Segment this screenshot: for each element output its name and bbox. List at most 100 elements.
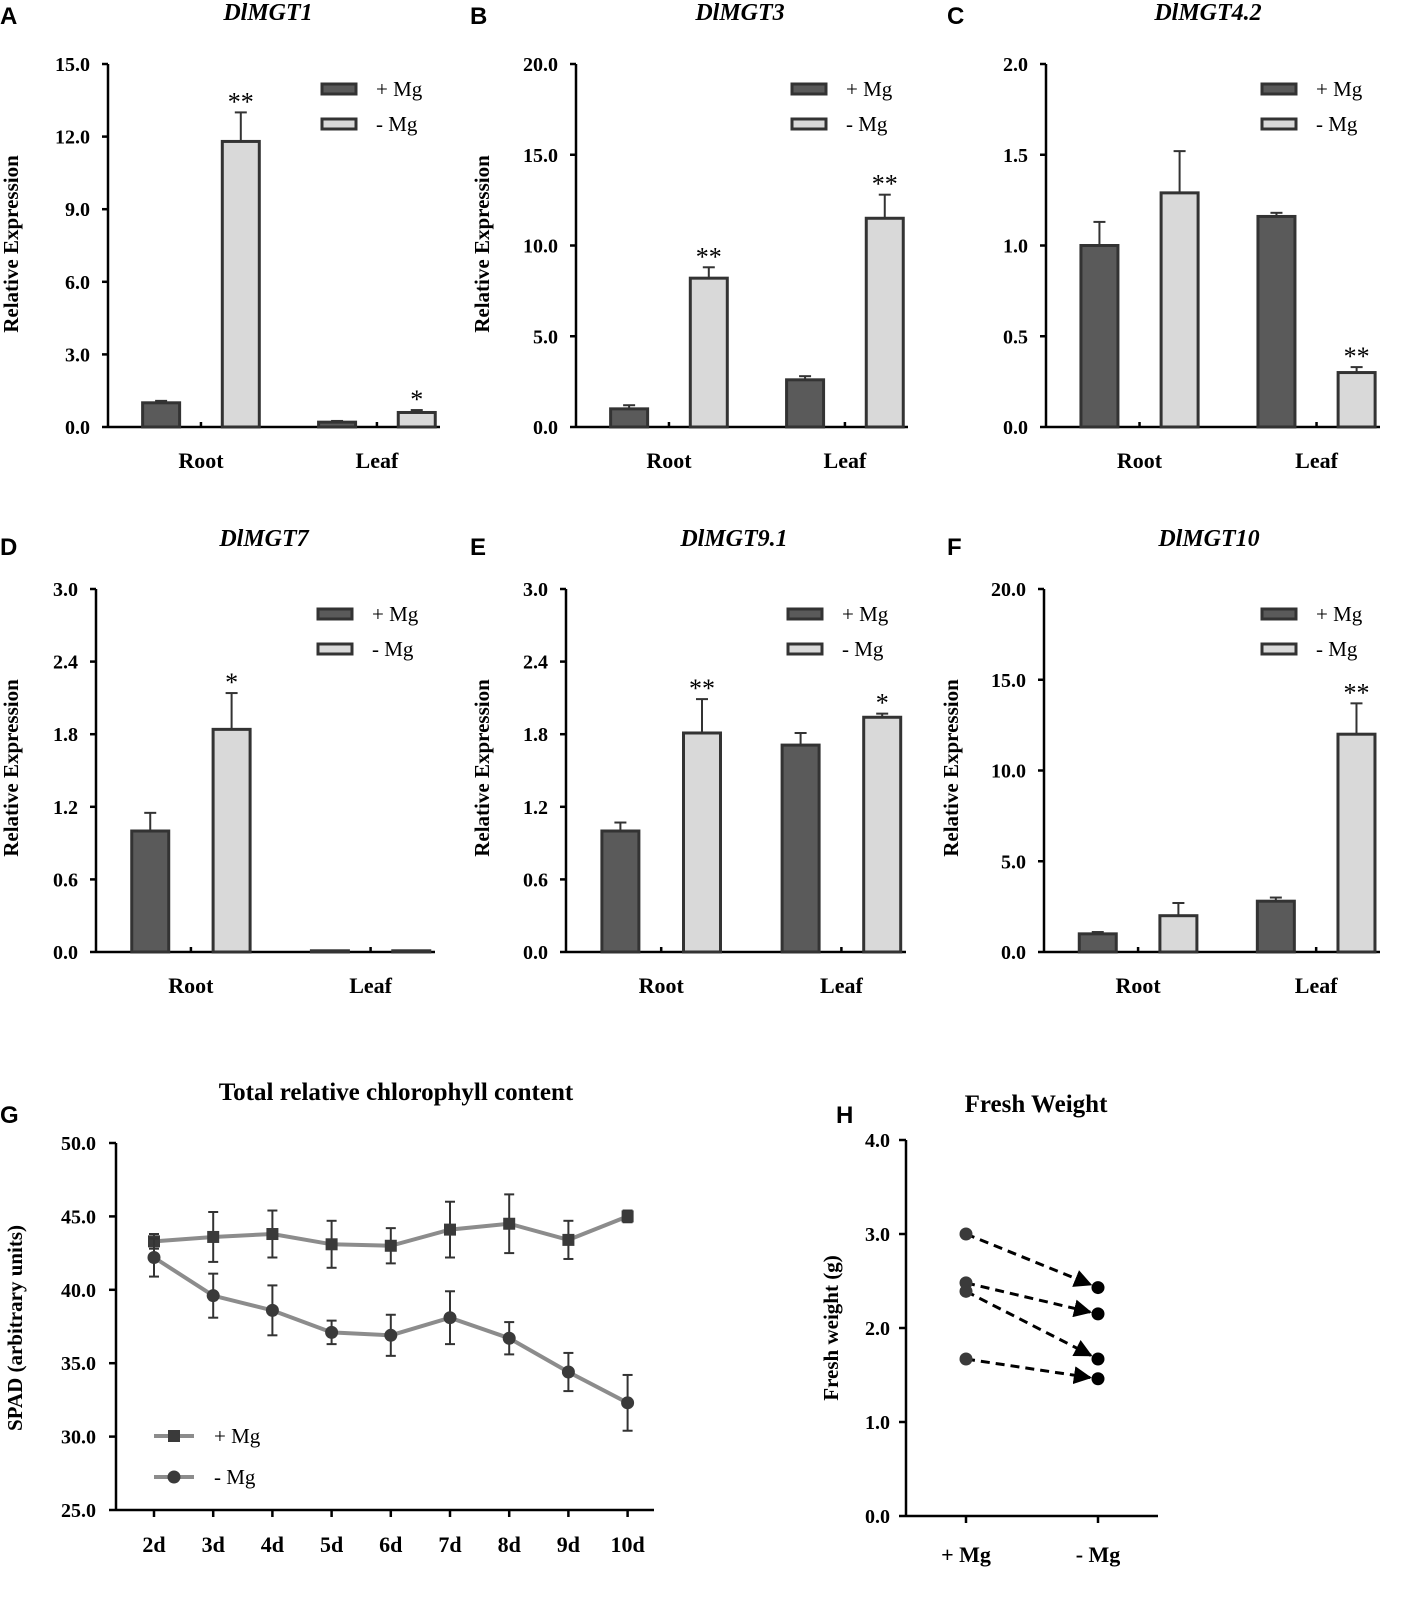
x-category-label: Leaf xyxy=(349,973,392,998)
y-tick-label: 40.0 xyxy=(61,1280,96,1302)
y-tick-label: 0.0 xyxy=(65,417,90,439)
chart-title: Total relative chlorophyll content xyxy=(219,1079,574,1106)
bar-minus-mg-leaf xyxy=(1336,371,1377,429)
data-point-minus-mg xyxy=(325,1325,339,1339)
y-tick-label: 2.4 xyxy=(53,652,78,674)
panel-letter: H xyxy=(836,1102,853,1129)
x-category-label: Root xyxy=(178,448,224,473)
y-tick-label: 0.0 xyxy=(523,942,548,964)
bar-minus-mg-leaf xyxy=(864,216,905,429)
legend-label: + Mg xyxy=(842,602,889,626)
x-tick-label: 6d xyxy=(379,1532,402,1557)
y-tick-label: 25.0 xyxy=(61,1500,96,1522)
y-tick-label: 1.0 xyxy=(1003,236,1028,258)
legend-label: + Mg xyxy=(1316,77,1363,101)
data-point-plus-mg xyxy=(503,1217,516,1230)
x-tick-label: 8d xyxy=(498,1532,521,1557)
y-axis-label: Relative Expression xyxy=(939,679,963,857)
bar-minus-mg-leaf xyxy=(396,410,437,429)
y-tick-label: 1.8 xyxy=(53,724,78,746)
data-point-plus-mg xyxy=(562,1233,575,1246)
significance-label: ** xyxy=(689,674,715,703)
bar-plus-mg-leaf xyxy=(317,420,358,429)
chart-title: DlMGT3 xyxy=(694,0,784,26)
legend-swatch-minus-mg xyxy=(1260,642,1298,656)
data-point-minus-mg xyxy=(1091,1352,1105,1366)
bar-minus-mg-leaf xyxy=(1336,732,1377,954)
legend-label: - Mg xyxy=(1316,112,1358,136)
y-tick-label: 1.5 xyxy=(1003,145,1028,167)
legend-swatch-minus-mg xyxy=(790,117,828,131)
legend-label: - Mg xyxy=(1316,637,1358,661)
y-axis-label: SPAD (arbitrary units) xyxy=(3,1225,27,1431)
y-axis-label: Relative Expression xyxy=(470,155,494,333)
panel-letter: B xyxy=(470,3,487,30)
y-tick-label: 1.2 xyxy=(523,797,548,819)
legend-swatch-plus-mg xyxy=(1260,607,1298,621)
y-tick-label: 5.0 xyxy=(533,326,558,348)
x-tick-label: - Mg xyxy=(1076,1542,1121,1567)
data-point-minus-mg xyxy=(384,1328,398,1342)
legend-label: - Mg xyxy=(846,112,888,136)
bar-plus-mg-leaf xyxy=(1256,214,1297,429)
significance-label: ** xyxy=(228,87,254,116)
x-tick-label: 5d xyxy=(320,1532,343,1557)
bar-plus-mg-root xyxy=(600,829,641,954)
x-category-label: Root xyxy=(639,973,685,998)
panel-letter: F xyxy=(947,534,962,561)
pair-arrow xyxy=(965,1281,1092,1318)
legend-label: - Mg xyxy=(842,637,884,661)
y-tick-label: 0.0 xyxy=(865,1506,890,1528)
bar-plus-mg-root xyxy=(141,401,182,429)
y-tick-label: 5.0 xyxy=(1001,851,1026,873)
data-point-minus-mg xyxy=(1091,1372,1105,1386)
y-tick-label: 0.0 xyxy=(53,942,78,964)
legend-label: + Mg xyxy=(372,602,419,626)
panel-e: E DlMGT9.1 Relative Expression 0.0 0.6 1.2 1.8… xyxy=(470,526,906,998)
y-tick-label: 3.0 xyxy=(523,579,548,601)
y-tick-label: 0.0 xyxy=(1003,417,1028,439)
pair-arrow xyxy=(965,1290,1093,1357)
legend-label: + Mg xyxy=(214,1424,261,1448)
bar-minus-mg-leaf xyxy=(862,715,903,954)
significance-label: * xyxy=(410,385,423,414)
x-category-label: Root xyxy=(1117,448,1163,473)
y-tick-label: 1.2 xyxy=(53,797,78,819)
data-point-minus-mg xyxy=(1091,1281,1105,1295)
data-point-plus-mg xyxy=(444,1223,456,1236)
y-tick-label: 0.5 xyxy=(1003,326,1028,348)
y-tick-label: 9.0 xyxy=(65,199,90,221)
y-tick-label: 1.8 xyxy=(523,724,548,746)
legend-swatch-plus-mg xyxy=(786,607,824,621)
data-point-minus-mg xyxy=(1091,1307,1105,1321)
significance-label: * xyxy=(876,689,889,718)
y-tick-label: 20.0 xyxy=(523,54,558,76)
data-point-minus-mg xyxy=(621,1396,635,1410)
y-axis-label: Relative Expression xyxy=(0,155,23,333)
significance-label: ** xyxy=(872,170,898,199)
y-tick-label: 10.0 xyxy=(523,236,558,258)
y-axis-label: Relative Expression xyxy=(0,679,23,857)
data-point-plus-mg xyxy=(959,1284,973,1298)
pair-arrow xyxy=(965,1232,1093,1287)
panel-letter: E xyxy=(470,534,486,561)
y-tick-label: 15.0 xyxy=(991,670,1026,692)
legend-swatch-plus-mg xyxy=(320,82,358,96)
y-tick-label: 2.0 xyxy=(865,1318,890,1340)
y-tick-label: 3.0 xyxy=(865,1224,890,1246)
legend-marker-square xyxy=(168,1430,180,1442)
data-point-plus-mg xyxy=(266,1228,279,1241)
y-tick-label: 15.0 xyxy=(55,54,90,76)
bar-plus-mg-root xyxy=(1077,932,1118,954)
bar-minus-mg-root xyxy=(682,731,722,954)
data-point-plus-mg xyxy=(959,1352,973,1366)
chart-title: Fresh Weight xyxy=(965,1091,1109,1118)
y-tick-label: 0.0 xyxy=(533,417,558,439)
panel-c: C DlMGT4.2 0.0 0.5 1.0 1.5 2.0 Root ** Leaf + Mg - … xyxy=(947,0,1380,473)
legend-marker-circle xyxy=(167,1470,181,1484)
y-axis-label: Relative Expression xyxy=(470,679,494,857)
data-point-minus-mg xyxy=(502,1331,516,1345)
y-tick-label: 35.0 xyxy=(61,1353,96,1375)
y-tick-label: 6.0 xyxy=(65,272,90,294)
y-tick-label: 10.0 xyxy=(991,761,1026,783)
